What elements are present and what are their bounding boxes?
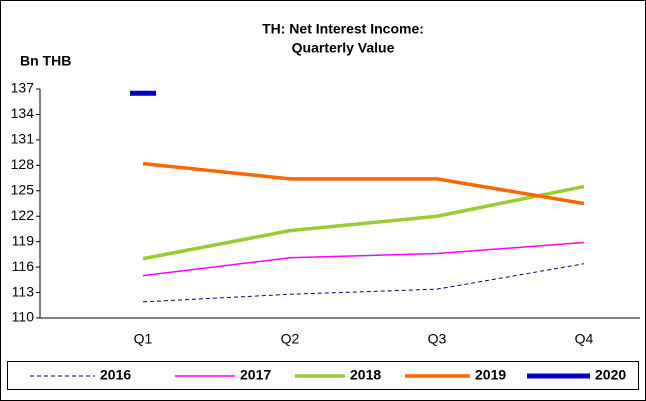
y-axis-label: Bn THB (20, 53, 71, 69)
legend-label: 2018 (350, 367, 381, 383)
legend-label: 2017 (240, 367, 271, 383)
legend-label: 2016 (100, 367, 131, 383)
series-line (142, 184, 585, 261)
y-tick-label: 134 (11, 105, 35, 121)
y-tick-label: 116 (12, 258, 35, 274)
x-tick-label: Q3 (428, 331, 447, 347)
y-tick-label: 113 (12, 283, 35, 299)
chart-title: Quarterly Value (292, 40, 395, 56)
series-line (142, 263, 585, 303)
y-tick-label: 125 (11, 181, 35, 197)
x-tick-label: Q4 (575, 331, 594, 347)
y-tick-label: 137 (11, 80, 35, 96)
y-tick-label: 128 (11, 156, 35, 172)
y-tick-label: 122 (11, 207, 35, 223)
series-line (142, 161, 585, 206)
y-tick-label: 110 (12, 309, 35, 325)
legend-label: 2020 (595, 367, 626, 383)
y-tick-label: 119 (12, 232, 35, 248)
x-tick-label: Q2 (281, 331, 300, 347)
x-tick-label: Q1 (134, 331, 153, 347)
chart-title: TH: Net Interest Income: (262, 21, 424, 37)
legend-label: 2019 (475, 367, 506, 383)
series-line (142, 241, 585, 277)
y-tick-label: 131 (11, 131, 35, 147)
